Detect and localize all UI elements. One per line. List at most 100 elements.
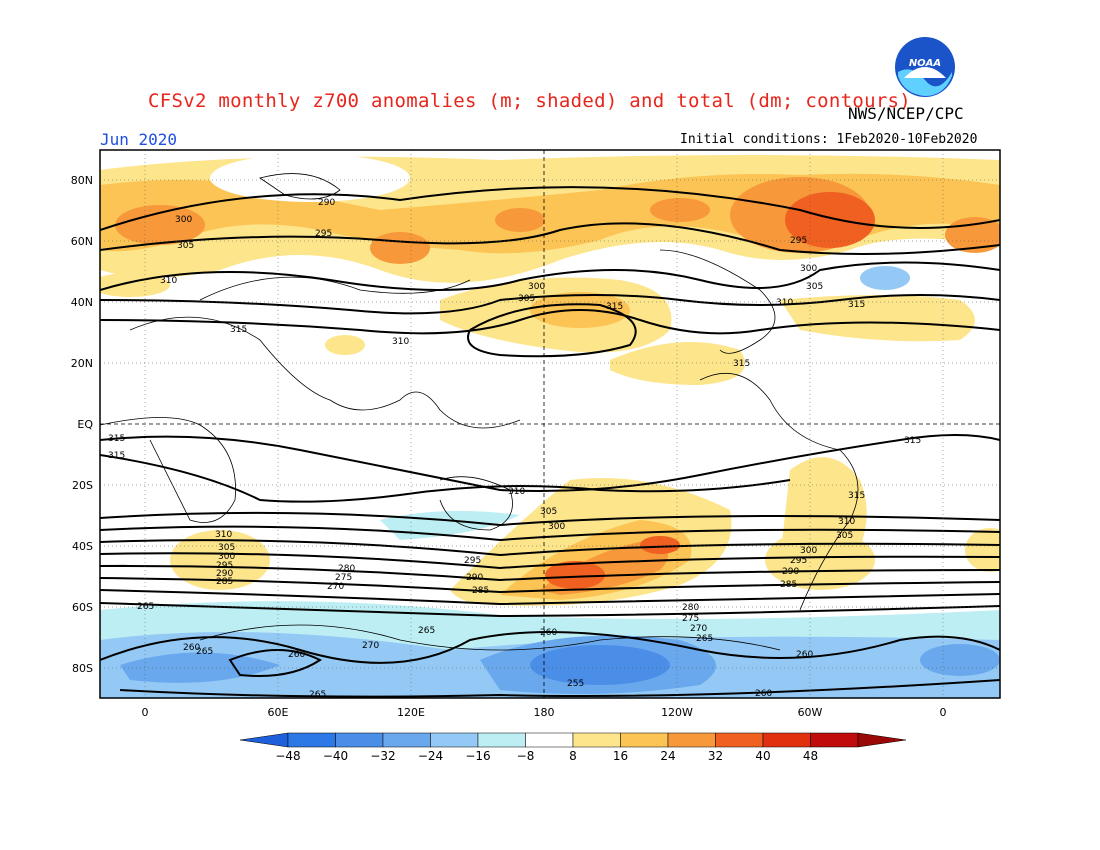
noaa-logo-icon: NOAA	[895, 37, 955, 97]
contour-label-s28: 270	[362, 641, 379, 651]
contour-label-s22: 275	[682, 614, 699, 624]
colorbar-bin	[620, 732, 669, 748]
contour-label-s25: 265	[137, 602, 154, 612]
contour-label-s32: 260	[796, 650, 813, 660]
contour-label-s21: 280	[682, 603, 699, 613]
lon-label: 120W	[661, 706, 693, 719]
colorbar-tick-label: −48	[275, 749, 300, 763]
contour-label-n2: 300	[175, 215, 192, 225]
contour-label-n13: 315	[606, 302, 623, 312]
colorbar-bin	[715, 732, 764, 748]
contour-label-s35: 260	[755, 689, 772, 699]
colorbar: −48 −40 −32 −24 −16 −8 8 16 24 32 40 48	[239, 732, 907, 763]
contour-label-s17: 300	[800, 546, 817, 556]
contour-label-s18: 295	[790, 556, 807, 566]
colorbar-bin	[335, 732, 384, 748]
contour-label-s15: 310	[838, 517, 855, 527]
colorbar-tick-label: 24	[660, 749, 675, 763]
contour-label-s19: 290	[782, 567, 799, 577]
contour-label-n0: 290	[318, 198, 335, 208]
lat-label: 60S	[72, 601, 93, 614]
lat-label: EQ	[77, 418, 93, 431]
contour-label-n19: 315	[848, 491, 865, 501]
lon-label: 120E	[397, 706, 425, 719]
contour-label-s29: 260	[183, 643, 200, 653]
colorbar-tick-label: 48	[803, 749, 818, 763]
contour-label-n1: 295	[315, 229, 332, 239]
contour-label-s24: 265	[696, 634, 713, 644]
contour-label-n7: 300	[800, 264, 817, 274]
lon-label: 60W	[798, 706, 823, 719]
contour-label-s0: 310	[508, 487, 525, 497]
colorbar-bin	[477, 732, 526, 748]
contour-label-s27: 260	[540, 628, 557, 638]
contour-label-n9: 310	[776, 298, 793, 308]
colorbar-bin	[525, 732, 574, 748]
contour-label-n17: 315	[108, 451, 125, 461]
contour-label-n8: 305	[806, 282, 823, 292]
contour-label-s26: 265	[418, 626, 435, 636]
contour-label-s1: 305	[540, 507, 557, 517]
contour-label-s4: 305	[218, 543, 235, 553]
contour-label-n16: 315	[108, 434, 125, 444]
height-contours	[100, 186, 1000, 698]
colorbar-tick-label: −24	[418, 749, 443, 763]
colorbar-bin	[762, 732, 811, 748]
contour-label-s16: 305	[836, 531, 853, 541]
contour-label-s33: 255	[567, 679, 584, 689]
colorbar-bin	[810, 732, 859, 748]
colorbar-bin	[572, 732, 621, 748]
colorbar-tick-label: 16	[613, 749, 628, 763]
contour-label-s12: 295	[464, 556, 481, 566]
contour-label-s5: 300	[218, 552, 235, 562]
agency-label: NWS/NCEP/CPC	[848, 104, 964, 123]
colorbar-tick-label: −8	[517, 749, 535, 763]
lat-label: 80N	[71, 174, 93, 187]
initial-conditions: Initial conditions: 1Feb2020-10Feb2020	[680, 132, 978, 147]
contour-label-s30: 265	[196, 647, 213, 657]
contour-label-n6: 295	[790, 236, 807, 246]
colorbar-bin	[382, 732, 431, 748]
contour-label-s31: 260	[288, 650, 305, 660]
lon-label: 0	[142, 706, 149, 719]
contour-label-s2: 300	[548, 522, 565, 532]
lat-label: 80S	[72, 662, 93, 675]
latitude-labels: 80N 60N 40N 20N EQ 20S 40S 60S 80S	[71, 174, 94, 675]
colorbar-tick-label: 8	[569, 749, 577, 763]
contour-label-n4: 310	[160, 276, 177, 286]
contour-label-s7: 290	[216, 569, 233, 579]
colorbar-bin	[287, 732, 336, 748]
contour-label-s3: 310	[215, 530, 232, 540]
lon-label: 180	[534, 706, 555, 719]
contour-label-s14: 285	[472, 586, 489, 596]
contour-label-n18: 315	[904, 436, 921, 446]
chart-title: CFSv2 monthly z700 anomalies (m; shaded)…	[148, 90, 912, 112]
contour-label-s10: 275	[335, 573, 352, 583]
contour-label-s8: 285	[216, 577, 233, 587]
contour-label-n11: 300	[528, 282, 545, 292]
forecast-month: Jun 2020	[100, 130, 178, 149]
contour-label-n14: 310	[392, 337, 409, 347]
contour-label-n5: 315	[230, 325, 247, 335]
colorbar-tick-label: −40	[323, 749, 348, 763]
colorbar-left-arrow	[239, 732, 289, 748]
colorbar-tick-label: −32	[370, 749, 395, 763]
contour-label-s34: 265	[309, 690, 326, 700]
contour-labels: 290 295 300 305 310 315 295 300 305 310 …	[108, 198, 921, 700]
lat-label: 20S	[72, 479, 93, 492]
contour-label-n12: 305	[518, 294, 535, 304]
lat-label: 40N	[71, 296, 93, 309]
lat-label: 20N	[71, 357, 93, 370]
map-frame	[99, 149, 1001, 699]
contour-label-n15: 315	[733, 359, 750, 369]
lon-label: 60E	[268, 706, 289, 719]
colorbar-right-arrow	[857, 732, 907, 748]
contour-label-n10: 315	[848, 300, 865, 310]
colorbar-bin	[430, 732, 479, 748]
lat-label: 40S	[72, 540, 93, 553]
longitude-labels: 0 60E 120E 180 120W 60W 0	[142, 706, 947, 719]
lat-label: 60N	[71, 235, 93, 248]
contour-label-s23: 270	[690, 624, 707, 634]
colorbar-tick-label: 32	[708, 749, 723, 763]
